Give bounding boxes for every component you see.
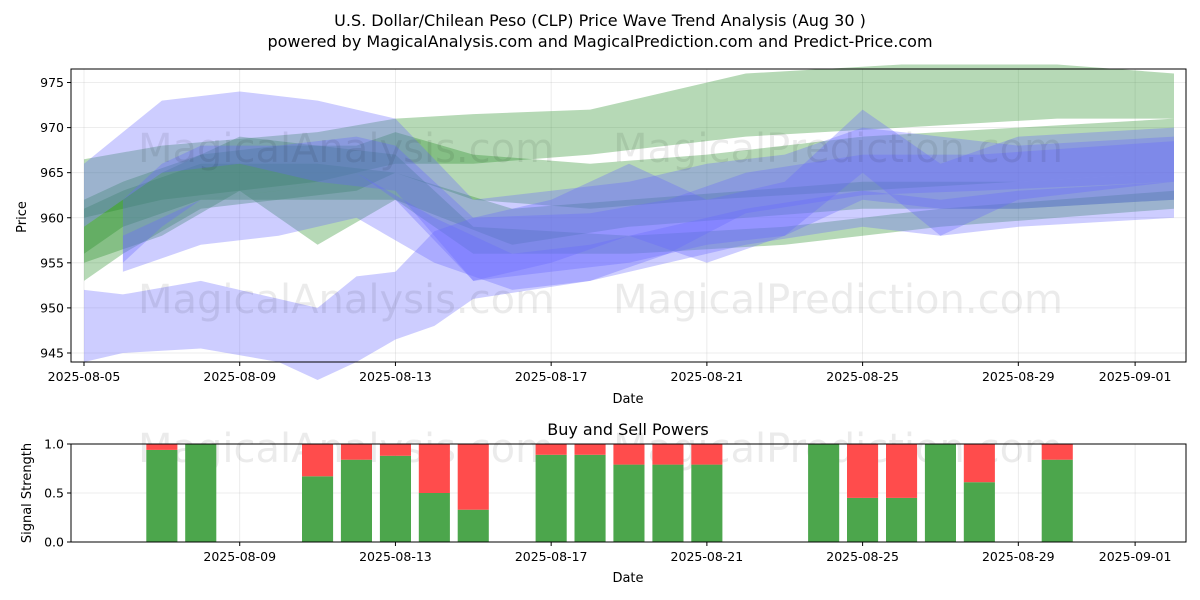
buy-bar-2025-08-08 xyxy=(185,444,217,542)
buy-bar-2025-08-18 xyxy=(574,454,606,542)
sell-bar-2025-08-20 xyxy=(652,444,684,465)
buy-bar-2025-08-30 xyxy=(1041,459,1073,542)
buy-bar-2025-08-28 xyxy=(963,482,995,542)
signal-x-axis-label: Date xyxy=(612,571,643,586)
sell-bar-2025-08-26 xyxy=(886,444,918,498)
sell-bar-2025-08-19 xyxy=(613,444,645,465)
price-x-axis-label: Date xyxy=(612,392,643,407)
price-band-green-1 xyxy=(84,64,1174,218)
sell-bar-2025-08-12 xyxy=(340,444,372,460)
signal-x-tick-label: 2025-08-25 xyxy=(826,549,899,564)
chart-title-line1: U.S. Dollar/Chilean Peso (CLP) Price Wav… xyxy=(334,11,866,30)
price-plot-frame xyxy=(70,68,1187,363)
sell-bar-2025-08-30 xyxy=(1041,444,1073,460)
price-x-tick-label: 2025-08-29 xyxy=(982,369,1055,384)
buy-bar-2025-08-19 xyxy=(613,464,645,542)
price-band-blue-5 xyxy=(84,141,1174,380)
signal-x-tick-label: 2025-09-01 xyxy=(1099,549,1172,564)
watermark-left-top: MagicalAnalysis.com xyxy=(138,126,554,172)
buy-bar-2025-08-26 xyxy=(886,497,918,542)
buy-bar-2025-08-24 xyxy=(808,444,840,542)
sell-bar-2025-08-25 xyxy=(847,444,879,498)
price-y-axis-label: Price xyxy=(15,201,30,233)
signal-x-tick-label: 2025-08-13 xyxy=(359,549,432,564)
buy-bar-2025-08-12 xyxy=(340,459,372,542)
signal-y-tick-label: 0.0 xyxy=(44,535,64,550)
signal-bars xyxy=(146,444,1073,542)
price-plot-area xyxy=(71,69,1186,362)
signal-y-axis-label: Signal Strength xyxy=(20,443,35,543)
sell-bar-2025-08-14 xyxy=(418,444,450,493)
price-x-tick-label: 2025-08-25 xyxy=(826,369,899,384)
price-x-tick-label: 2025-08-21 xyxy=(671,369,744,384)
buy-bar-2025-08-17 xyxy=(535,454,567,542)
price-band-blue-6 xyxy=(122,109,1174,281)
price-y-tick-label: 970 xyxy=(40,120,64,135)
price-x-ticks: 2025-08-05 2025-08-09 2025-08-13 2025-08-17… xyxy=(48,362,1172,384)
buy-bar-2025-08-07 xyxy=(146,449,178,542)
price-x-tick-label: 2025-08-09 xyxy=(203,369,276,384)
buy-bar-2025-08-15 xyxy=(457,509,489,542)
price-x-tick-label: 2025-08-17 xyxy=(515,369,588,384)
signal-x-tick-label: 2025-08-17 xyxy=(515,549,588,564)
price-y-tick-label: 945 xyxy=(40,345,64,360)
price-y-tick-label: 960 xyxy=(40,210,64,225)
buy-bar-2025-08-20 xyxy=(652,464,684,542)
price-band-green-3 xyxy=(84,136,1174,263)
buy-bar-2025-08-14 xyxy=(418,493,450,542)
sell-bar-2025-08-17 xyxy=(535,444,567,455)
signal-x-tick-label: 2025-08-09 xyxy=(203,549,276,564)
buy-bar-2025-08-21 xyxy=(691,464,723,542)
sell-bar-2025-08-21 xyxy=(691,444,723,465)
price-band-green-2 xyxy=(84,118,1174,281)
watermark-left-bottom: MagicalAnalysis.com xyxy=(138,277,554,323)
price-panel: MagicalAnalysis.com MagicalPrediction.co… xyxy=(15,64,1187,407)
price-band-green-4 xyxy=(84,163,1174,254)
buy-bar-2025-08-25 xyxy=(847,497,879,542)
watermark-right-top: MagicalPrediction.com xyxy=(613,126,1063,172)
price-bands xyxy=(84,64,1174,380)
price-y-tick-label: 950 xyxy=(40,300,64,315)
signal-panel: Buy and Sell Powers MagicalAnalysis.com … xyxy=(20,420,1187,586)
signal-panel-title: Buy and Sell Powers xyxy=(547,420,709,439)
sell-bar-2025-08-18 xyxy=(574,444,606,455)
price-y-tick-label: 975 xyxy=(40,75,64,90)
price-y-tick-label: 955 xyxy=(40,255,64,270)
sell-bar-2025-08-07 xyxy=(146,444,178,450)
buy-bar-2025-08-11 xyxy=(302,476,334,542)
signal-x-ticks: 2025-08-09 2025-08-13 2025-08-17 2025-08-21… xyxy=(203,542,1171,564)
price-x-tick-label: 2025-08-13 xyxy=(359,369,432,384)
sell-bar-2025-08-13 xyxy=(379,444,411,456)
buy-bar-2025-08-27 xyxy=(924,444,956,542)
sell-bar-2025-08-28 xyxy=(963,444,995,483)
signal-x-tick-label: 2025-08-29 xyxy=(982,549,1055,564)
watermark-right-bottom: MagicalPrediction.com xyxy=(613,277,1063,323)
chart-title-line2: powered by MagicalAnalysis.com and Magic… xyxy=(267,32,932,51)
buy-bar-2025-08-13 xyxy=(379,455,411,542)
price-grid xyxy=(71,69,1186,362)
price-band-blue-8 xyxy=(122,172,1174,290)
sell-bar-2025-08-11 xyxy=(302,444,334,477)
signal-y-tick-label: 1.0 xyxy=(44,437,64,452)
price-y-tick-label: 965 xyxy=(40,165,64,180)
signal-y-ticks: 0.0 0.5 1.0 xyxy=(44,437,71,550)
price-y-ticks: 945 950 955 960 965 970 975 xyxy=(40,75,71,360)
sell-bar-2025-08-15 xyxy=(457,444,489,510)
signal-y-tick-label: 0.5 xyxy=(44,486,64,501)
signal-x-tick-label: 2025-08-21 xyxy=(671,549,744,564)
price-x-tick-label: 2025-08-05 xyxy=(48,369,121,384)
price-band-blue-7 xyxy=(84,91,1174,281)
price-x-tick-label: 2025-09-01 xyxy=(1099,369,1172,384)
